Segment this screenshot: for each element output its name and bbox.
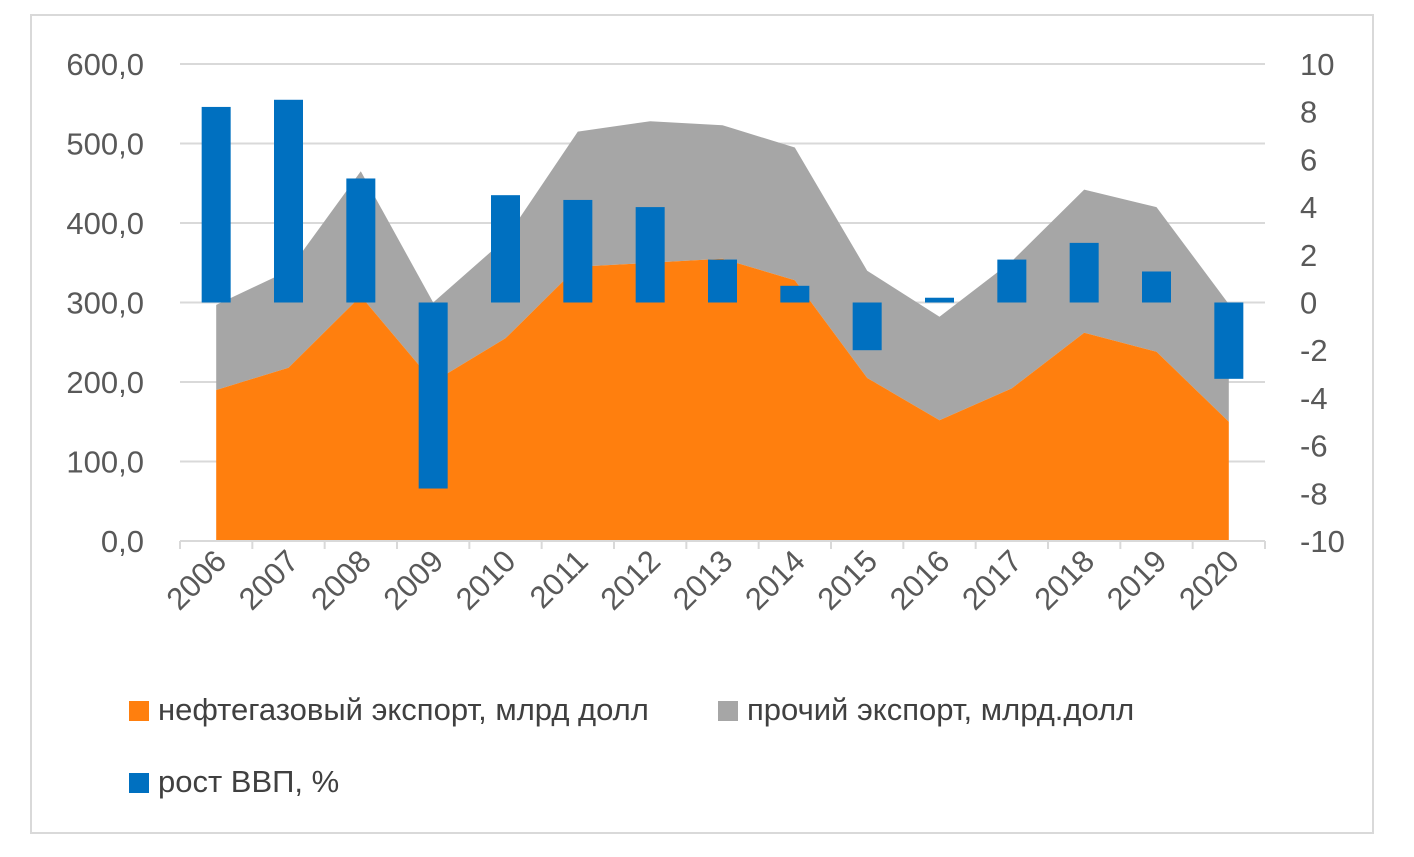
- gdp-bar-2016: [925, 297, 954, 303]
- left-tick-label: 100,0: [66, 445, 144, 480]
- x-tick-label-2020: 2020: [1172, 543, 1246, 617]
- axes: [179, 540, 1266, 549]
- right-axis-labels: -10 -8 -6 -4 -2 0 2 4 6 8 10: [1300, 47, 1345, 559]
- right-tick-label: 8: [1300, 95, 1317, 130]
- legend-label-0: нефтегазовый экспорт, млрд долл: [158, 692, 649, 727]
- legend-label-2: рост ВВП, %: [158, 764, 339, 799]
- right-tick-label: -2: [1300, 333, 1328, 368]
- gdp-bars: [201, 99, 1244, 489]
- right-tick-label: -4: [1300, 381, 1328, 416]
- area-oil-gas-export: [216, 258, 1229, 541]
- right-tick-label: -10: [1300, 524, 1345, 559]
- gdp-bar-2018: [1069, 242, 1099, 303]
- right-tick-label: 10: [1300, 47, 1334, 82]
- gdp-bar-2010: [491, 195, 520, 303]
- gdp-bar-2014: [780, 285, 810, 303]
- left-axis-labels: 0,0 100,0 200,0 300,0 400,0 500,0 600,0: [66, 47, 144, 559]
- right-tick-label: 4: [1300, 190, 1317, 225]
- gdp-bar-2013: [708, 259, 737, 303]
- left-tick-label: 500,0: [66, 127, 144, 162]
- gdp-bar-2015: [852, 302, 882, 351]
- right-tick-label: 6: [1300, 142, 1317, 177]
- x-tick-label-2006: 2006: [160, 543, 234, 617]
- right-tick-label: -8: [1300, 476, 1328, 511]
- x-tick-label-2017: 2017: [955, 543, 1029, 617]
- gdp-bar-2012: [635, 207, 665, 303]
- right-tick-label: 2: [1300, 238, 1317, 273]
- x-tick-label-2010: 2010: [449, 543, 523, 617]
- left-tick-label: 300,0: [66, 286, 144, 321]
- legend: нефтегазовый экспорт, млрд долл прочий эк…: [129, 692, 1134, 799]
- left-tick-label: 600,0: [66, 47, 144, 82]
- gdp-bar-2011: [563, 199, 593, 303]
- gdp-bar-2017: [997, 259, 1027, 303]
- legend-swatch-2: [129, 773, 149, 793]
- gdp-bar-2020: [1214, 302, 1244, 379]
- left-tick-label: 200,0: [66, 365, 144, 400]
- x-tick-label-2013: 2013: [666, 543, 740, 617]
- left-tick-label: 0,0: [101, 524, 144, 559]
- x-tick-label-2015: 2015: [811, 543, 885, 617]
- gdp-bar-2019: [1142, 271, 1171, 303]
- x-tick-label-2009: 2009: [377, 543, 451, 617]
- chart-frame: 0,0 100,0 200,0 300,0 400,0 500,0 600,0 -10 -8-…: [30, 14, 1374, 834]
- x-tick-label-2018: 2018: [1028, 543, 1102, 617]
- x-tick-label-2007: 2007: [232, 543, 306, 617]
- x-tick-label-2011: 2011: [523, 543, 595, 615]
- legend-swatch-0: [129, 701, 149, 721]
- gdp-bar-2009: [418, 302, 448, 489]
- x-tick-label-2019: 2019: [1100, 543, 1174, 617]
- left-tick-label: 400,0: [66, 206, 144, 241]
- legend-label-1: прочий экспорт, млрд.долл: [747, 692, 1134, 727]
- legend-swatch-1: [718, 701, 738, 721]
- gdp-bar-2007: [274, 99, 303, 303]
- right-tick-label: 0: [1300, 286, 1317, 321]
- area-other-export: [216, 121, 1229, 422]
- right-tick-label: -6: [1300, 429, 1328, 464]
- gdp-bar-2008: [346, 178, 376, 303]
- x-tick-label-2016: 2016: [883, 543, 957, 617]
- x-tick-label-2012: 2012: [594, 543, 668, 617]
- gdp-bar-2006: [201, 106, 231, 303]
- x-tick-label-2008: 2008: [304, 543, 378, 617]
- x-tick-label-2014: 2014: [738, 543, 812, 617]
- area-series: [216, 121, 1229, 541]
